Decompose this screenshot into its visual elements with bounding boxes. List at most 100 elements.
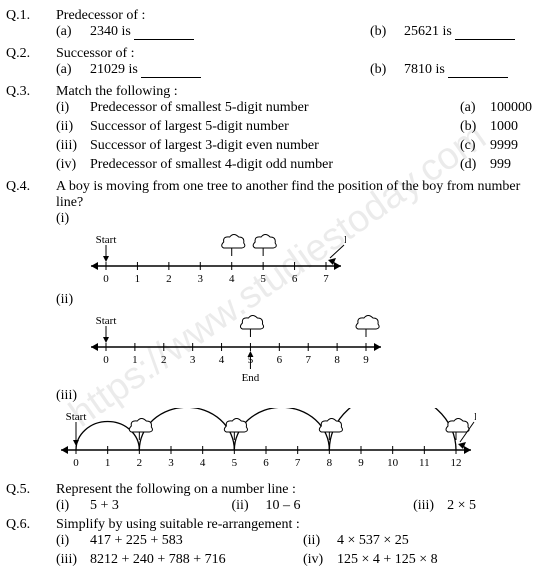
match-row: (iv) Predecessor of smallest 4-digit odd… (56, 157, 550, 173)
q2: Q.2. Successor of : (a) 21029 is (b) 781… (6, 46, 550, 81)
svg-text:End: End (344, 234, 346, 246)
q1-b-text: 25621 is (404, 24, 452, 40)
match-row: (ii) Successor of largest 5-digit number… (56, 119, 550, 135)
q6-text: Simplify by using suitable re-arrangemen… (56, 517, 550, 533)
q-number: Q.5. (6, 482, 56, 514)
svg-text:5: 5 (260, 273, 266, 285)
match-right-val: 999 (490, 157, 511, 173)
q5-item: (iii)2 × 5 (413, 498, 476, 514)
q-number: Q.1. (6, 8, 56, 43)
svg-text:11: 11 (419, 457, 430, 469)
svg-text:1: 1 (135, 273, 141, 285)
q1-a-label: (a) (56, 24, 90, 40)
match-right-val: 100000 (490, 100, 532, 116)
svg-text:End: End (242, 372, 260, 382)
tree-icon (222, 235, 245, 257)
q2-a-label: (a) (56, 62, 90, 78)
q3-text: Match the following : (56, 84, 550, 100)
q-number: Q.3. (6, 84, 56, 176)
svg-text:9: 9 (358, 457, 364, 469)
match-right-val: 9999 (490, 138, 518, 154)
q4-text: A boy is moving from one tree to another… (56, 179, 550, 211)
q5: Q.5. Represent the following on a number… (6, 482, 550, 514)
svg-text:10: 10 (387, 457, 399, 469)
q5-item: (i)5 + 3 (56, 498, 119, 514)
q6-item: (i)417 + 225 + 583 (56, 533, 303, 549)
q4-ii-label: (ii) (56, 292, 90, 308)
svg-text:8: 8 (327, 457, 333, 469)
svg-text:3: 3 (198, 273, 204, 285)
blank[interactable] (141, 62, 201, 78)
tree-icon (240, 316, 263, 338)
svg-text:4: 4 (229, 273, 235, 285)
q-number: Q.4. (6, 179, 56, 479)
q1: Q.1. Predecessor of : (a) 2340 is (b) 25… (6, 8, 550, 43)
match-left-text: Successor of largest 5-digit number (90, 119, 460, 135)
svg-text:Start: Start (66, 411, 87, 423)
svg-text:6: 6 (277, 354, 283, 366)
match-right-val: 1000 (490, 119, 518, 135)
q-number: Q.6. (6, 517, 56, 571)
svg-text:2: 2 (166, 273, 172, 285)
q2-text: Successor of : (56, 46, 550, 62)
q5-text: Represent the following on a number line… (56, 482, 550, 498)
svg-text:0: 0 (103, 273, 109, 285)
q2-a-text: 21029 is (90, 62, 138, 78)
q1-a-text: 2340 is (90, 24, 131, 40)
svg-text:0: 0 (73, 457, 79, 469)
svg-text:9: 9 (363, 354, 369, 366)
q5-item: (ii)10 – 6 (232, 498, 301, 514)
match-left-label: (iii) (56, 138, 90, 154)
q2-b-label: (b) (370, 62, 404, 78)
q6: Q.6. Simplify by using suitable re-arran… (6, 517, 550, 571)
tree-icon (446, 419, 469, 441)
svg-text:4: 4 (200, 457, 206, 469)
match-right-key: (a) (460, 100, 490, 116)
match-left-label: (iv) (56, 157, 90, 173)
q4-i-label: (i) (56, 211, 90, 227)
number-line-1: 0 1 2 3 4 5 6 7 Start End (86, 231, 550, 286)
svg-text:7: 7 (305, 354, 311, 366)
q3: Q.3. Match the following : (i) Predecess… (6, 84, 550, 176)
q2-b-text: 7810 is (404, 62, 445, 78)
q4: Q.4. A boy is moving from one tree to an… (6, 179, 550, 479)
q1-text: Predecessor of : (56, 8, 550, 24)
svg-text:3: 3 (190, 354, 196, 366)
match-right-key: (b) (460, 119, 490, 135)
svg-text:End: End (474, 411, 476, 423)
tree-icon (253, 235, 276, 257)
svg-text:Start: Start (96, 315, 117, 327)
svg-text:2: 2 (137, 457, 143, 469)
match-row: (iii) Successor of largest 3-digit even … (56, 138, 550, 154)
svg-text:6: 6 (292, 273, 298, 285)
svg-text:8: 8 (334, 354, 340, 366)
blank[interactable] (448, 62, 508, 78)
match-row: (i) Predecessor of smallest 5-digit numb… (56, 100, 550, 116)
tree-icon (356, 316, 379, 338)
svg-text:1: 1 (105, 457, 111, 469)
svg-text:7: 7 (295, 457, 301, 469)
number-line-3: 0123456789101112 StartEnd (56, 408, 550, 473)
svg-text:4: 4 (219, 354, 225, 366)
blank[interactable] (455, 24, 515, 40)
q4-iii-label: (iii) (56, 388, 90, 404)
number-line-2: 0123456789 StartEnd (86, 312, 550, 382)
match-left-text: Predecessor of smallest 4-digit odd numb… (90, 157, 460, 173)
blank[interactable] (134, 24, 194, 40)
svg-text:6: 6 (263, 457, 269, 469)
svg-text:2: 2 (161, 354, 167, 366)
svg-text:1: 1 (132, 354, 138, 366)
match-left-text: Predecessor of smallest 5-digit number (90, 100, 460, 116)
svg-text:Start: Start (96, 234, 117, 246)
svg-text:12: 12 (451, 457, 462, 469)
match-right-key: (d) (460, 157, 490, 173)
q6-item: (iv)125 × 4 + 125 × 8 (303, 552, 550, 568)
match-left-label: (i) (56, 100, 90, 116)
match-left-label: (ii) (56, 119, 90, 135)
svg-text:0: 0 (103, 354, 109, 366)
q-number: Q.2. (6, 46, 56, 81)
svg-text:3: 3 (168, 457, 174, 469)
match-left-text: Successor of largest 3-digit even number (90, 138, 460, 154)
svg-text:7: 7 (323, 273, 329, 285)
q1-b-label: (b) (370, 24, 404, 40)
